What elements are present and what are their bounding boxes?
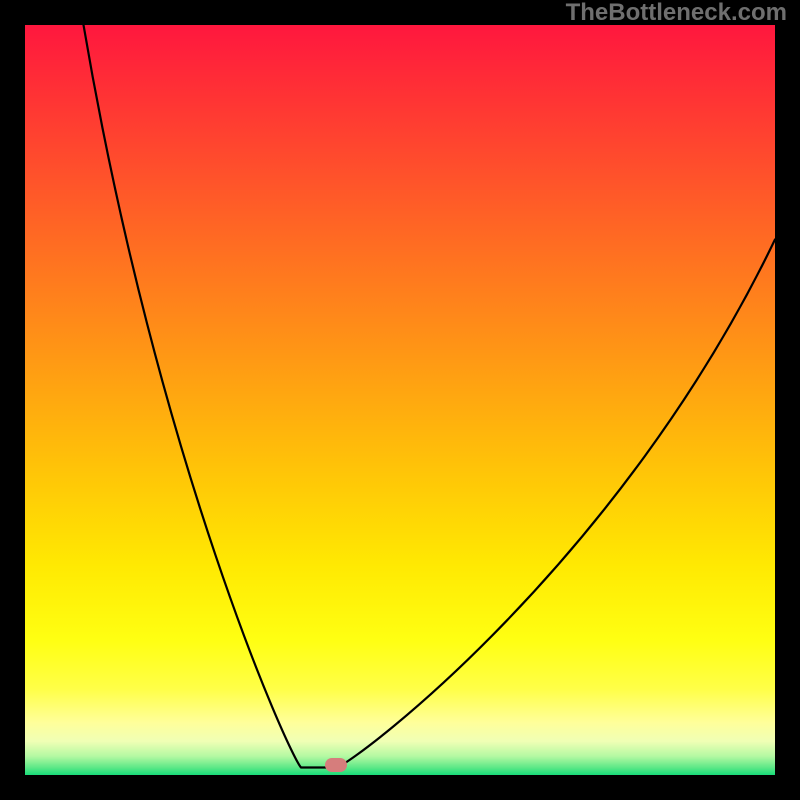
watermark-text: TheBottleneck.com — [566, 0, 787, 27]
optimal-point-marker — [325, 758, 347, 772]
chart-stage: TheBottleneck.com — [0, 0, 800, 800]
gradient-background — [25, 25, 775, 775]
plot-area — [25, 25, 775, 775]
